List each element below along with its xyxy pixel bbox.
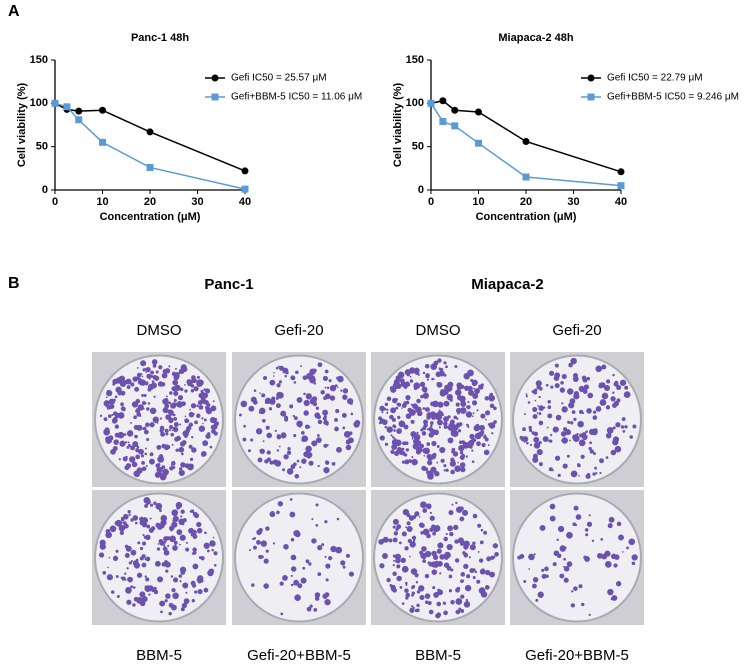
y-tick-label: 150	[30, 54, 48, 66]
marker	[75, 107, 83, 115]
colonies	[98, 497, 218, 616]
marker	[75, 116, 83, 124]
condition-label: Gefi-20+BBM-5	[525, 647, 629, 664]
x-axis-label: Concentration (μM)	[476, 211, 577, 223]
y-tick-label: 0	[42, 184, 48, 196]
marker	[617, 182, 625, 190]
series-line	[54, 102, 246, 190]
marker	[475, 139, 482, 147]
x-tick-label: 10	[472, 196, 484, 208]
marker	[522, 137, 530, 145]
marker	[63, 103, 71, 111]
marker	[427, 99, 435, 107]
condition-label: Gefi-20	[274, 322, 323, 339]
chart-title: Miapaca-2 48h	[498, 32, 573, 44]
marker	[241, 167, 249, 175]
condition-label: BBM-5	[136, 647, 182, 664]
colonies	[519, 357, 637, 479]
colonies	[238, 362, 361, 479]
colonies	[378, 358, 497, 480]
marker	[451, 122, 459, 130]
x-tick-label: 30	[191, 196, 203, 208]
y-axis-label: Cell viability (%)	[16, 82, 28, 167]
x-tick-label: 20	[144, 196, 156, 208]
plate	[234, 354, 364, 485]
x-tick-label: 0	[52, 196, 58, 208]
x-tick-label: 0	[428, 196, 434, 208]
colonies	[378, 501, 499, 619]
marker	[99, 138, 106, 146]
x-tick-label: 40	[239, 196, 251, 208]
x-tick-label: 20	[520, 196, 532, 208]
marker	[451, 106, 459, 114]
legend-label: Gefi IC50 = 22.79 μM	[607, 73, 703, 84]
marker	[439, 118, 447, 126]
colonies	[99, 359, 219, 481]
marker	[51, 99, 59, 107]
plate	[234, 492, 364, 623]
marker	[211, 93, 219, 101]
legend-label: Gefi+BBM-5 IC50 = 11.06 μM	[231, 92, 362, 103]
x-tick-label: 30	[567, 196, 579, 208]
y-tick-label: 150	[406, 54, 424, 66]
condition-label: DMSO	[416, 322, 461, 339]
condition-label: Gefi-20+BBM-5	[247, 647, 351, 664]
marker	[475, 108, 482, 116]
x-axis-label: Concentration (μM)	[100, 211, 201, 223]
x-tick-label: 10	[96, 196, 108, 208]
condition-label: DMSO	[137, 322, 182, 339]
group-title: Miapaca-2	[471, 276, 544, 293]
marker	[146, 163, 154, 171]
marker	[439, 97, 447, 105]
marker	[587, 93, 595, 101]
marker	[211, 74, 219, 82]
series-line	[54, 102, 246, 172]
y-tick-label: 50	[412, 141, 424, 153]
panel-label: A	[8, 3, 20, 20]
y-axis-label: Cell viability (%)	[392, 82, 404, 167]
chart-title: Panc-1 48h	[131, 32, 189, 44]
marker	[146, 128, 154, 136]
marker	[99, 106, 106, 114]
y-tick-label: 50	[36, 141, 48, 153]
marker	[522, 173, 530, 181]
group-title: Panc-1	[204, 276, 253, 293]
legend-label: Gefi+BBM-5 IC50 = 9.246 μM	[607, 92, 739, 103]
marker	[587, 74, 595, 82]
condition-label: Gefi-20	[552, 322, 601, 339]
x-tick-label: 40	[615, 196, 627, 208]
marker	[241, 185, 249, 193]
y-tick-label: 0	[418, 184, 424, 196]
condition-label: BBM-5	[415, 647, 461, 664]
y-tick-label: 100	[30, 97, 48, 109]
marker	[617, 168, 625, 176]
panel-label: B	[8, 275, 20, 292]
y-tick-label: 100	[406, 97, 424, 109]
legend-label: Gefi IC50 = 25.57 μM	[231, 73, 327, 84]
series-line	[430, 99, 622, 173]
